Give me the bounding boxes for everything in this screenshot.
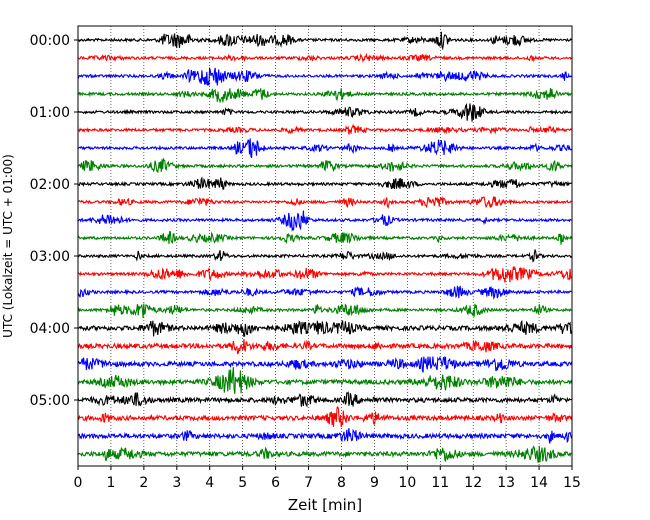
trace-0000 bbox=[77, 31, 572, 51]
trace-0445 bbox=[77, 367, 573, 394]
x-tick-label: 2 bbox=[139, 475, 148, 491]
trace-0545 bbox=[77, 445, 572, 463]
x-tick-label: 5 bbox=[238, 475, 247, 491]
y-tick-label: 05:00 bbox=[30, 393, 70, 409]
y-axis-label: UTC (Lokalzeit = UTC + 01:00) bbox=[1, 154, 15, 338]
trace-0230 bbox=[77, 210, 572, 233]
x-tick-label: 12 bbox=[464, 475, 482, 491]
trace-0030 bbox=[77, 67, 572, 86]
trace-0530 bbox=[77, 427, 573, 444]
x-tick-label: 15 bbox=[563, 475, 581, 491]
trace-0245 bbox=[77, 230, 573, 245]
y-tick-label: 00:00 bbox=[30, 33, 70, 49]
plot-frame bbox=[77, 25, 573, 467]
trace-0430 bbox=[78, 355, 573, 373]
x-tick-label: 9 bbox=[370, 475, 379, 491]
trace-0100 bbox=[77, 102, 572, 122]
x-tick-label: 6 bbox=[271, 475, 280, 491]
x-tick-label: 10 bbox=[398, 475, 416, 491]
trace-0145 bbox=[77, 157, 573, 174]
x-tick-label: 3 bbox=[172, 475, 181, 491]
trace-0415 bbox=[77, 339, 573, 355]
trace-0400 bbox=[77, 319, 573, 338]
y-tick-label: 01:00 bbox=[30, 105, 70, 121]
trace-0215 bbox=[77, 195, 572, 210]
y-tick-label: 03:00 bbox=[30, 249, 70, 265]
trace-0130 bbox=[77, 138, 572, 159]
x-tick-label: 4 bbox=[205, 475, 214, 491]
trace-0330 bbox=[77, 285, 572, 300]
vertical-grid bbox=[110, 26, 540, 466]
y-tick-label: 02:00 bbox=[30, 177, 70, 193]
x-tick-label: 1 bbox=[106, 475, 115, 491]
y-axis-ticks: 00:00 01:00 02:00 03:00 04:00 05:00 bbox=[30, 33, 78, 409]
y-tick-label: 04:00 bbox=[30, 321, 70, 337]
trace-0015 bbox=[77, 52, 572, 63]
x-axis-ticks: 0 1 2 3 4 5 6 7 8 9 10 11 12 13 14 15 bbox=[74, 466, 581, 491]
x-tick-label: 0 bbox=[74, 475, 83, 491]
trace-0345 bbox=[77, 303, 572, 318]
trace-0045 bbox=[77, 87, 572, 104]
x-tick-label: 8 bbox=[337, 475, 346, 491]
trace-0115 bbox=[77, 123, 572, 135]
x-tick-label: 14 bbox=[530, 475, 548, 491]
trace-0300 bbox=[78, 249, 572, 263]
trace-0500 bbox=[77, 391, 572, 408]
seismic-traces bbox=[77, 31, 573, 463]
x-tick-label: 13 bbox=[497, 475, 515, 491]
x-axis-label: Zeit [min] bbox=[288, 496, 362, 514]
trace-0315 bbox=[77, 265, 572, 283]
trace-0200 bbox=[77, 176, 572, 190]
x-tick-label: 7 bbox=[304, 475, 313, 491]
trace-0515 bbox=[77, 405, 573, 428]
x-tick-label: 11 bbox=[431, 475, 449, 491]
